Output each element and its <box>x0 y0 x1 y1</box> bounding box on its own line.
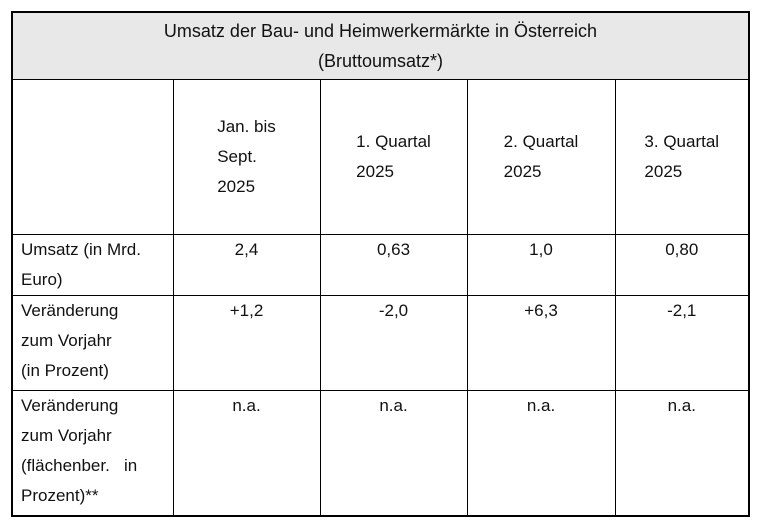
header-text: 1. Quartal 2025 <box>356 127 431 187</box>
data-cell: n.a. <box>319 390 468 517</box>
cell-value: 1,0 <box>529 240 553 259</box>
cell-value: -2,0 <box>378 301 409 320</box>
table: Umsatz der Bau- und Heimwerkermärkte in … <box>11 11 750 517</box>
data-cell: 0,63 <box>319 234 468 296</box>
header-line: 1. Quartal <box>356 132 431 151</box>
row-label-line: (flächenber. in <box>21 456 138 475</box>
row-label-line: Euro) <box>21 270 63 289</box>
header-line: 2025 <box>644 162 683 181</box>
row-label-line: zum Vorjahr <box>21 426 112 445</box>
row-label: Veränderung zum Vorjahr (in Prozent) <box>11 295 174 391</box>
data-cell: -2,0 <box>319 295 468 391</box>
header-cell: Jan. bis Sept. 2025 <box>172 79 321 235</box>
row-label-line: Veränderung <box>21 301 119 320</box>
cell-value: +1,2 <box>229 301 264 320</box>
header-cell: 2. Quartal 2025 <box>466 79 616 235</box>
data-cell: +1,2 <box>172 295 321 391</box>
cell-value: n.a. <box>232 396 261 415</box>
cell-value: n.a. <box>667 396 696 415</box>
data-cell: 2,4 <box>172 234 321 296</box>
header-text: Jan. bis Sept. 2025 <box>217 112 276 202</box>
header-cell <box>11 79 174 235</box>
data-cell: n.a. <box>172 390 321 517</box>
header-line: Sept. <box>217 147 257 166</box>
data-row: Veränderung zum Vorjahr (in Prozent) +1,2 -2… <box>11 295 750 391</box>
data-cell: 1,0 <box>466 234 616 296</box>
title-row: Umsatz der Bau- und Heimwerkermärkte in … <box>11 11 750 80</box>
cell-value: 2,4 <box>234 240 259 259</box>
cell-value: n.a. <box>379 396 408 415</box>
row-label-line: Veränderung <box>21 396 119 415</box>
row-label-line: zum Vorjahr <box>21 331 112 350</box>
cell-value: n.a. <box>526 396 556 415</box>
header-cell: 3. Quartal 2025 <box>614 79 750 235</box>
data-row: Umsatz (in Mrd. Euro) 2,4 0,63 1,0 0,80 <box>11 234 750 296</box>
row-label-line: Umsatz (in Mrd. <box>21 240 141 259</box>
header-text: 3. Quartal 2025 <box>644 127 719 187</box>
table-body: Umsatz der Bau- und Heimwerkermärkte in … <box>11 11 750 517</box>
data-cell: n.a. <box>466 390 616 517</box>
cell-value: 0,63 <box>376 240 411 259</box>
header-text: 2. Quartal 2025 <box>504 127 579 187</box>
header-line: 2025 <box>503 162 542 181</box>
table-wrap: Umsatz der Bau- und Heimwerkermärkte in … <box>11 11 750 517</box>
cell-value: 0,80 <box>665 240 699 259</box>
header-row: Jan. bis Sept. 2025 1. Quartal 2025 2. Quarta… <box>11 79 750 235</box>
header-cell: 1. Quartal 2025 <box>319 79 468 235</box>
row-label-line: Prozent)** <box>21 486 99 505</box>
header-line: Jan. bis <box>217 117 276 136</box>
data-cell: n.a. <box>614 390 750 517</box>
header-line: 2025 <box>217 177 256 196</box>
cell-value: -2,1 <box>667 301 697 320</box>
data-row: Veränderung zum Vorjahr (flächenber. in Pro… <box>11 390 750 517</box>
title-cell: Umsatz der Bau- und Heimwerkermärkte in … <box>11 11 750 80</box>
header-line: 2025 <box>356 162 394 181</box>
row-label: Veränderung zum Vorjahr (flächenber. in Pro… <box>11 390 174 517</box>
title-line: (Bruttoumsatz*) <box>317 51 444 71</box>
row-label-line: (in Prozent) <box>21 361 109 380</box>
data-cell: -2,1 <box>614 295 750 391</box>
title-line: Umsatz der Bau- und Heimwerkermärkte in … <box>163 21 598 41</box>
header-line: 2. Quartal <box>503 132 579 151</box>
data-cell: +6,3 <box>466 295 616 391</box>
cell-value: +6,3 <box>524 301 558 320</box>
header-line: 3. Quartal <box>644 132 720 151</box>
data-cell: 0,80 <box>614 234 750 296</box>
row-label: Umsatz (in Mrd. Euro) <box>11 234 174 296</box>
